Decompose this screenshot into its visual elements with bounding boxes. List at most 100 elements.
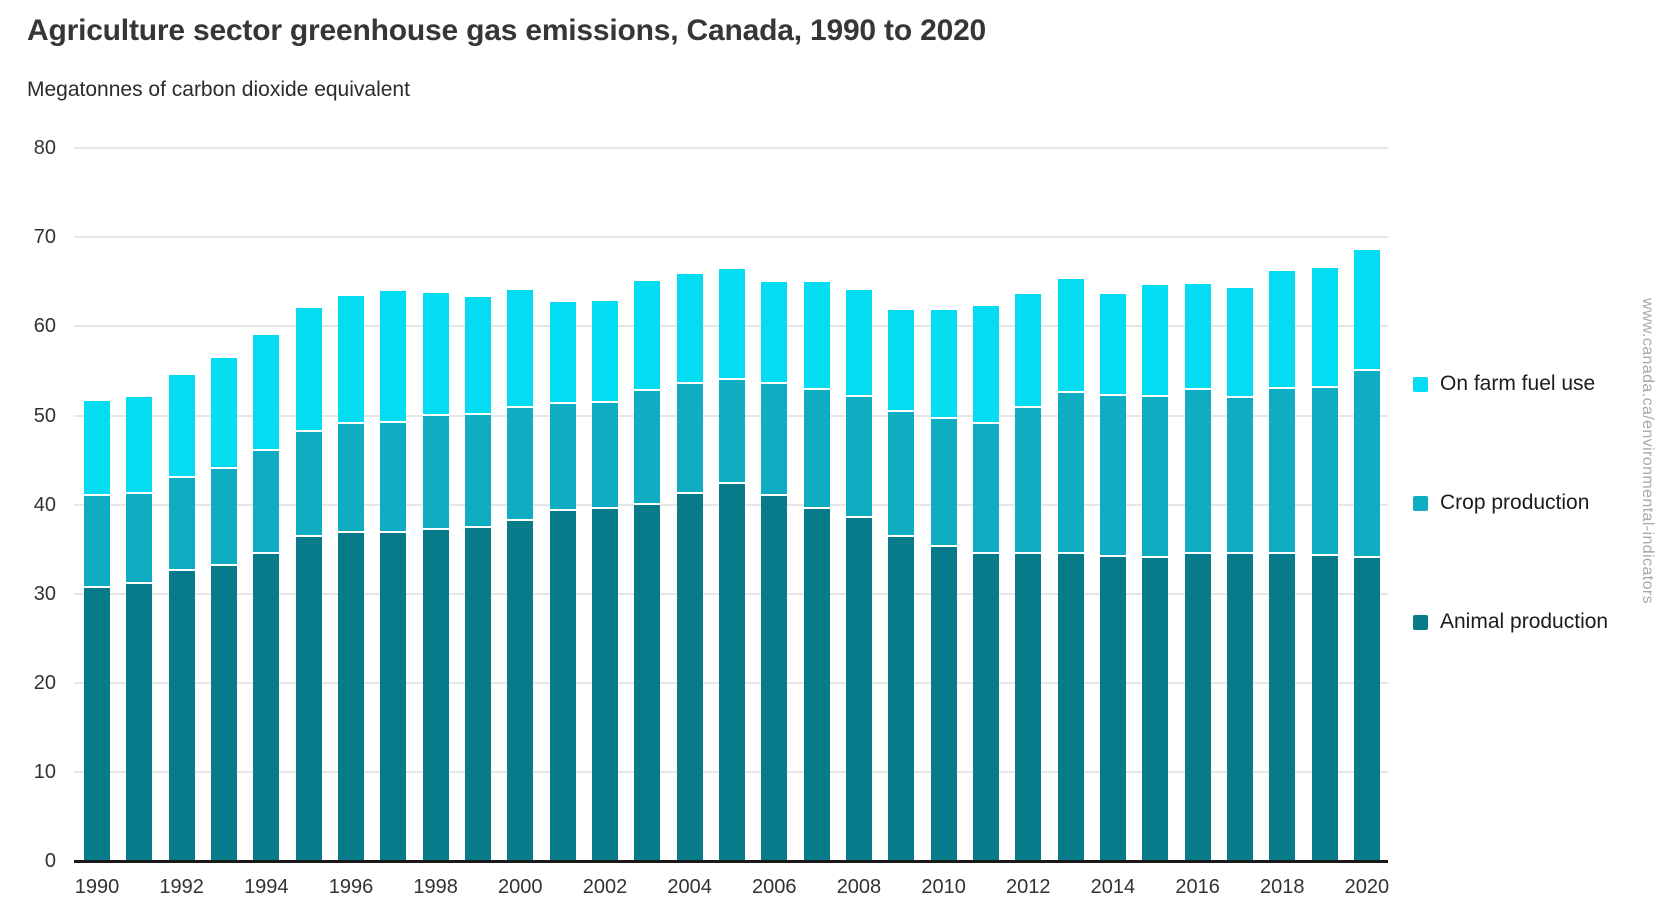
bar-segment-1994-on-farm-fuel-use[interactable] (253, 335, 280, 452)
bar-segment-2000-animal-production[interactable] (507, 520, 534, 861)
bar-2000 (507, 148, 534, 861)
bar-segment-2005-on-farm-fuel-use[interactable] (718, 269, 745, 380)
bar-segment-2007-animal-production[interactable] (803, 509, 830, 861)
x-axis-tick-label-2020: 2020 (1344, 876, 1390, 898)
bar-segment-1990-on-farm-fuel-use[interactable] (84, 401, 110, 496)
bar-segment-2017-on-farm-fuel-use[interactable] (1226, 288, 1253, 398)
bar-segment-2011-animal-production[interactable] (972, 553, 999, 861)
legend-item-animal-production[interactable]: Animal production (1413, 609, 1608, 635)
bar-segment-2020-crop-production[interactable] (1353, 370, 1380, 559)
bar-segment-2013-animal-production[interactable] (1057, 554, 1084, 861)
bar-segment-2018-on-farm-fuel-use[interactable] (1269, 271, 1296, 389)
bar-segment-1998-animal-production[interactable] (422, 530, 449, 861)
bar-segment-2019-on-farm-fuel-use[interactable] (1311, 267, 1338, 388)
bar-segment-2011-crop-production[interactable] (972, 424, 999, 554)
bar-segment-2004-animal-production[interactable] (676, 493, 703, 861)
bar-segment-1991-crop-production[interactable] (126, 493, 153, 584)
bar-segment-2010-crop-production[interactable] (930, 419, 957, 548)
bar-segment-2012-on-farm-fuel-use[interactable] (1015, 294, 1042, 409)
bar-segment-1999-animal-production[interactable] (464, 527, 491, 861)
bar-segment-2010-on-farm-fuel-use[interactable] (930, 310, 957, 420)
bar-segment-2006-on-farm-fuel-use[interactable] (761, 281, 788, 385)
bar-segment-2005-animal-production[interactable] (718, 484, 745, 861)
bar-segment-2013-crop-production[interactable] (1057, 393, 1084, 555)
bar-segment-1997-crop-production[interactable] (380, 422, 407, 534)
bar-segment-2006-crop-production[interactable] (761, 384, 788, 496)
bar-segment-1994-crop-production[interactable] (253, 451, 280, 554)
bar-segment-2018-crop-production[interactable] (1269, 388, 1296, 555)
bar-segment-2017-crop-production[interactable] (1226, 397, 1253, 554)
bar-segment-2014-on-farm-fuel-use[interactable] (1099, 294, 1126, 396)
bar-segment-1996-on-farm-fuel-use[interactable] (337, 296, 364, 425)
bar-segment-1999-crop-production[interactable] (464, 414, 491, 528)
bar-segment-2003-crop-production[interactable] (634, 391, 661, 505)
bar-segment-1991-animal-production[interactable] (126, 583, 153, 861)
bar-segment-2002-animal-production[interactable] (591, 509, 618, 861)
bar-segment-2014-crop-production[interactable] (1099, 395, 1126, 558)
bar-segment-2000-crop-production[interactable] (507, 408, 534, 521)
bar-segment-2016-animal-production[interactable] (1184, 553, 1211, 861)
legend-item-crop-production[interactable]: Crop production (1413, 490, 1589, 516)
bar-segment-2000-on-farm-fuel-use[interactable] (507, 289, 534, 409)
legend-item-on-farm-fuel-use[interactable]: On farm fuel use (1413, 371, 1595, 397)
bar-segment-1999-on-farm-fuel-use[interactable] (464, 296, 491, 415)
bar-segment-1995-crop-production[interactable] (295, 432, 322, 537)
bar-segment-1996-animal-production[interactable] (337, 533, 364, 861)
bar-segment-2009-animal-production[interactable] (888, 536, 915, 861)
bar-segment-1997-on-farm-fuel-use[interactable] (380, 290, 407, 423)
bar-segment-2012-animal-production[interactable] (1015, 553, 1042, 861)
bar-segment-2010-animal-production[interactable] (930, 547, 957, 861)
bar-segment-2016-crop-production[interactable] (1184, 389, 1211, 554)
bar-segment-1998-crop-production[interactable] (422, 416, 449, 531)
bar-segment-2008-animal-production[interactable] (845, 517, 872, 861)
bar-segment-1990-animal-production[interactable] (84, 588, 110, 861)
bar-segment-1992-animal-production[interactable] (168, 570, 195, 861)
bar-segment-2001-on-farm-fuel-use[interactable] (549, 302, 576, 404)
bar-segment-1993-animal-production[interactable] (210, 566, 237, 861)
bar-segment-1994-animal-production[interactable] (253, 553, 280, 861)
bar-segment-1990-crop-production[interactable] (84, 495, 110, 589)
bar-segment-1995-animal-production[interactable] (295, 536, 322, 861)
bar-segment-2015-crop-production[interactable] (1142, 396, 1169, 559)
bar-segment-2012-crop-production[interactable] (1015, 408, 1042, 554)
bar-segment-2017-animal-production[interactable] (1226, 553, 1253, 861)
bar-segment-2015-on-farm-fuel-use[interactable] (1142, 285, 1169, 397)
bar-segment-2003-on-farm-fuel-use[interactable] (634, 280, 661, 392)
bar-segment-2008-on-farm-fuel-use[interactable] (845, 289, 872, 397)
bar-segment-2019-animal-production[interactable] (1311, 556, 1338, 861)
bar-segment-2009-on-farm-fuel-use[interactable] (888, 310, 915, 412)
bar-segment-1993-crop-production[interactable] (210, 468, 237, 567)
bar-segment-2015-animal-production[interactable] (1142, 558, 1169, 861)
bar-segment-2002-crop-production[interactable] (591, 403, 618, 510)
bar-segment-2001-crop-production[interactable] (549, 403, 576, 511)
bar-segment-1992-on-farm-fuel-use[interactable] (168, 374, 195, 478)
bar-segment-1995-on-farm-fuel-use[interactable] (295, 307, 322, 433)
bar-segment-2003-animal-production[interactable] (634, 504, 661, 861)
bar-segment-1992-crop-production[interactable] (168, 477, 195, 571)
bar-segment-2020-animal-production[interactable] (1353, 558, 1380, 861)
bar-segment-2008-crop-production[interactable] (845, 396, 872, 518)
bar-segment-2020-on-farm-fuel-use[interactable] (1353, 249, 1380, 371)
bar-segment-1998-on-farm-fuel-use[interactable] (422, 292, 449, 417)
bar-segment-2019-crop-production[interactable] (1311, 387, 1338, 557)
bar-segment-1993-on-farm-fuel-use[interactable] (210, 358, 237, 469)
bar-segment-2007-crop-production[interactable] (803, 389, 830, 510)
bar-segment-2001-animal-production[interactable] (549, 510, 576, 861)
bar-segment-1996-crop-production[interactable] (337, 424, 364, 534)
bar-segment-2005-crop-production[interactable] (718, 379, 745, 485)
bar-segment-2007-on-farm-fuel-use[interactable] (803, 281, 830, 390)
bar-segment-2004-on-farm-fuel-use[interactable] (676, 273, 703, 385)
bar-segment-1997-animal-production[interactable] (380, 533, 407, 861)
bar-segment-1991-on-farm-fuel-use[interactable] (126, 396, 153, 494)
bar-segment-2011-on-farm-fuel-use[interactable] (972, 305, 999, 425)
bar-segment-2013-on-farm-fuel-use[interactable] (1057, 279, 1084, 394)
bar-segment-2006-animal-production[interactable] (761, 495, 788, 861)
x-axis-tick-label-2000: 2000 (498, 876, 543, 898)
bar-segment-2018-animal-production[interactable] (1269, 554, 1296, 861)
bar-segment-2009-crop-production[interactable] (888, 411, 915, 537)
bar-segment-2002-on-farm-fuel-use[interactable] (591, 300, 618, 403)
y-axis-tick-label-10: 10 (33, 760, 56, 783)
bar-segment-2014-animal-production[interactable] (1099, 557, 1126, 861)
bar-segment-2016-on-farm-fuel-use[interactable] (1184, 283, 1211, 390)
bar-segment-2004-crop-production[interactable] (676, 384, 703, 494)
